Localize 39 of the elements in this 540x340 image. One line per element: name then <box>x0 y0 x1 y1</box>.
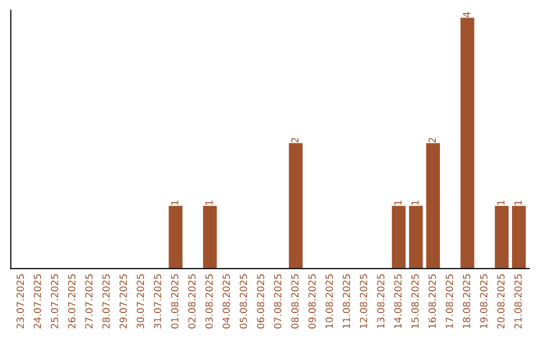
x-tick-label: 28.07.2025 <box>102 274 110 328</box>
data-label: 1 <box>394 200 402 205</box>
x-tick-label: 20.08.2025 <box>497 274 505 328</box>
x-tick-label: 10.08.2025 <box>326 274 333 328</box>
x-tick-label: 26.07.2025 <box>68 274 76 328</box>
x-tick-label: 08.08.2025 <box>291 274 299 328</box>
x-tick-label: 06.08.2025 <box>256 274 264 328</box>
x-tick-label: 02.08.2025 <box>188 274 196 328</box>
data-label: 2 <box>428 138 436 142</box>
x-tick-label: 12.08.2025 <box>360 274 368 328</box>
x-tick-label: 18.08.2025 <box>462 274 470 328</box>
x-tick-label: 24.07.2025 <box>34 274 42 328</box>
data-label: 1 <box>171 200 178 205</box>
data-label: 1 <box>412 200 419 205</box>
x-tick-label: 13.08.2025 <box>377 274 384 328</box>
x-tick-label: 31.07.2025 <box>154 274 162 328</box>
data-label: 1 <box>206 200 213 205</box>
x-tick-label: 17.08.2025 <box>446 274 454 328</box>
x-tick-label: 01.08.2025 <box>171 274 178 328</box>
x-tick-label: 16.08.2025 <box>428 274 436 328</box>
x-tick-label: 07.08.2025 <box>274 274 282 328</box>
x-tick-label: 30.07.2025 <box>136 274 144 328</box>
data-label: 2 <box>291 138 298 142</box>
x-tick-label: 05.08.2025 <box>240 274 248 328</box>
x-tick-label: 29.07.2025 <box>120 274 127 328</box>
x-tick-label: 11.08.2025 <box>342 274 350 328</box>
x-tick-label: 25.07.2025 <box>50 274 58 328</box>
x-tick-label: 15.08.2025 <box>411 274 419 328</box>
data-label: 1 <box>514 200 522 205</box>
data-label: 1 <box>497 200 504 205</box>
data-label: 4 <box>463 12 470 18</box>
x-tick-label: 21.08.2025 <box>514 274 522 328</box>
x-tick-label: 23.07.2025 <box>16 274 24 328</box>
x-tick-label: 04.08.2025 <box>222 274 230 328</box>
x-tick-label: 27.07.2025 <box>85 274 93 328</box>
x-tick-label: 09.08.2025 <box>308 274 316 328</box>
x-tick-label: 19.08.2025 <box>480 274 488 328</box>
x-tick-label: 14.08.2025 <box>394 274 402 328</box>
x-tick-label: 03.08.2025 <box>205 274 213 328</box>
